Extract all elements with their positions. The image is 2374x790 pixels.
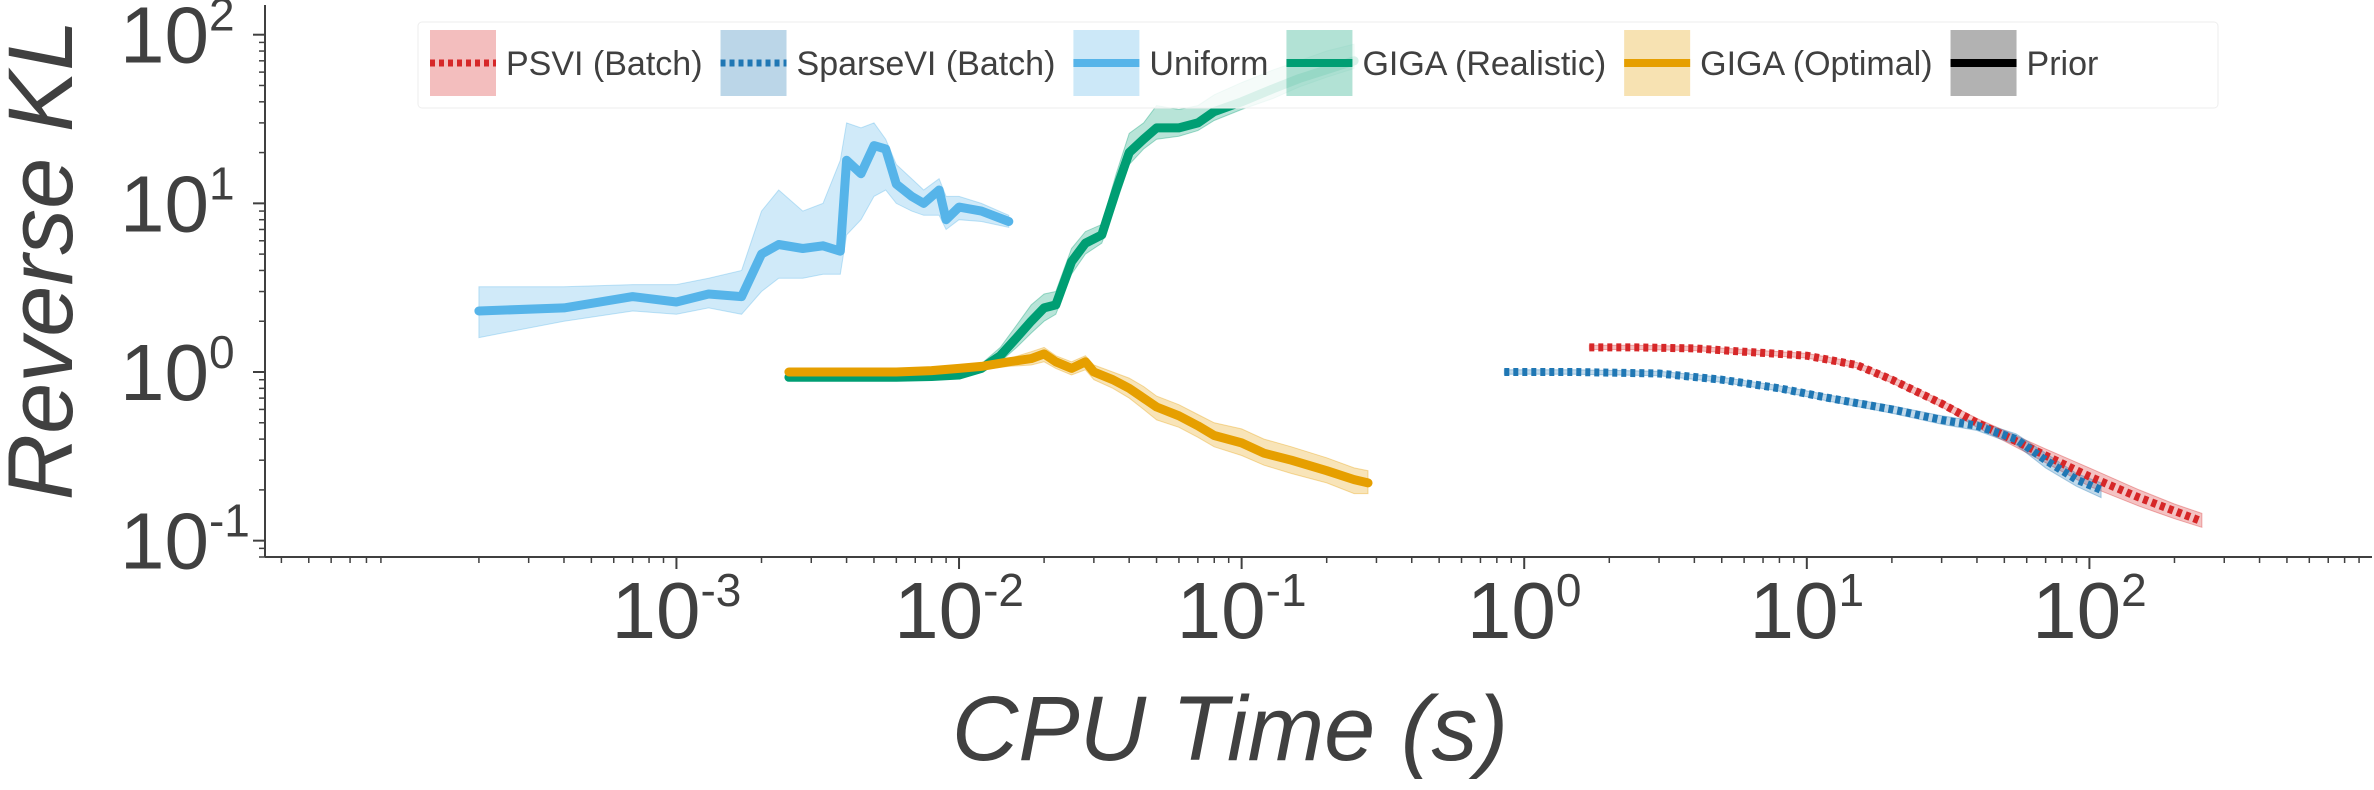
legend: PSVI (Batch) SparseVI (Batch) Uniform GIGA … bbox=[417, 21, 2219, 109]
x-tick-exponent: -1 bbox=[1266, 564, 1307, 616]
legend-label: Uniform bbox=[1149, 45, 1268, 83]
x-tick-label: 101 bbox=[1750, 564, 1865, 655]
x-tick-base: 10 bbox=[1177, 566, 1266, 655]
x-tick-exponent: 1 bbox=[1839, 564, 1865, 616]
y-tick-base: 10 bbox=[120, 0, 209, 80]
x-tick-label: 10-3 bbox=[611, 564, 741, 655]
y-tick-exponent: 1 bbox=[209, 157, 235, 209]
y-tick-exponent: 2 bbox=[209, 0, 235, 41]
legend-label: GIGA (Realistic) bbox=[1362, 45, 1606, 83]
legend-label: Prior bbox=[2027, 45, 2099, 83]
legend-item-sparsevi-batch: SparseVI (Batch) bbox=[720, 30, 1056, 96]
x-tick-exponent: -3 bbox=[700, 564, 741, 616]
x-tick-label: 102 bbox=[2032, 564, 2147, 655]
y-tick-label: 101 bbox=[120, 157, 235, 248]
series-line-sparsevi-batch bbox=[1504, 368, 2103, 494]
series-line-psvi-batch bbox=[1589, 343, 2204, 526]
y-tick-label: 102 bbox=[120, 0, 235, 80]
x-ticks: 10-3 10-2 10-1 100 101 102 bbox=[280, 557, 2360, 655]
y-tick-exponent: 0 bbox=[209, 326, 235, 378]
band-giga-optimal bbox=[788, 346, 1369, 495]
y-axis-label: Reverse KL bbox=[0, 20, 92, 501]
legend-item-giga-optimal: GIGA (Optimal) bbox=[1624, 30, 1933, 96]
x-tick-base: 10 bbox=[1467, 566, 1556, 655]
x-tick-exponent: 2 bbox=[2121, 564, 2147, 616]
series-line-uniform bbox=[474, 141, 1014, 316]
band-uniform bbox=[478, 122, 1010, 339]
x-axis-label: CPU Time (s) bbox=[952, 678, 1508, 780]
x-tick-base: 10 bbox=[1750, 566, 1839, 655]
x-tick-exponent: 0 bbox=[1556, 564, 1582, 616]
legend-item-uniform: Uniform bbox=[1073, 30, 1268, 96]
y-tick-label: 100 bbox=[120, 326, 235, 417]
x-tick-label: 10-2 bbox=[894, 564, 1024, 655]
y-tick-exponent: -1 bbox=[209, 495, 250, 547]
x-tick-label: 10-1 bbox=[1177, 564, 1307, 655]
y-tick-base: 10 bbox=[120, 159, 209, 248]
y-tick-base: 10 bbox=[120, 328, 209, 417]
x-tick-base: 10 bbox=[611, 566, 700, 655]
legend-item-psvi-batch: PSVI (Batch) bbox=[430, 30, 703, 96]
legend-label: GIGA (Optimal) bbox=[1700, 45, 1932, 83]
x-tick-base: 10 bbox=[2032, 566, 2121, 655]
x-tick-label: 100 bbox=[1467, 564, 1582, 655]
legend-item-giga-realistic: GIGA (Realistic) bbox=[1286, 30, 1606, 96]
legend-label: SparseVI (Batch) bbox=[797, 45, 1056, 83]
x-tick-exponent: -2 bbox=[983, 564, 1024, 616]
series-line-giga-optimal bbox=[784, 349, 1373, 488]
y-tick-label: 10-1 bbox=[120, 495, 250, 586]
x-tick-base: 10 bbox=[894, 566, 983, 655]
y-tick-base: 10 bbox=[120, 497, 209, 586]
legend-label: PSVI (Batch) bbox=[506, 45, 703, 83]
legend-item-prior: Prior bbox=[1950, 30, 2099, 96]
